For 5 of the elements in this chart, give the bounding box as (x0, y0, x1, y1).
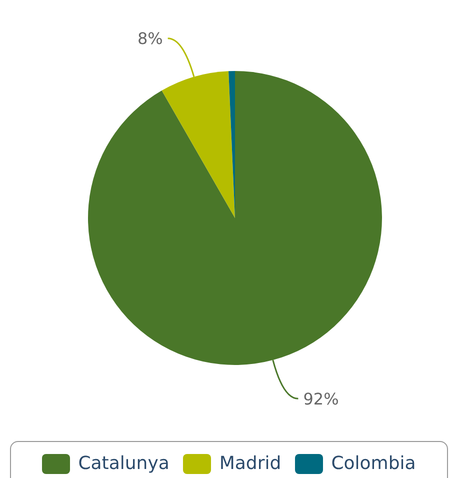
legend-label: Madrid (219, 453, 282, 474)
data-label: 8% (137, 29, 163, 48)
legend-label: Colombia (331, 453, 416, 474)
legend-label: Catalunya (78, 453, 170, 474)
data-label: 92% (303, 389, 339, 408)
